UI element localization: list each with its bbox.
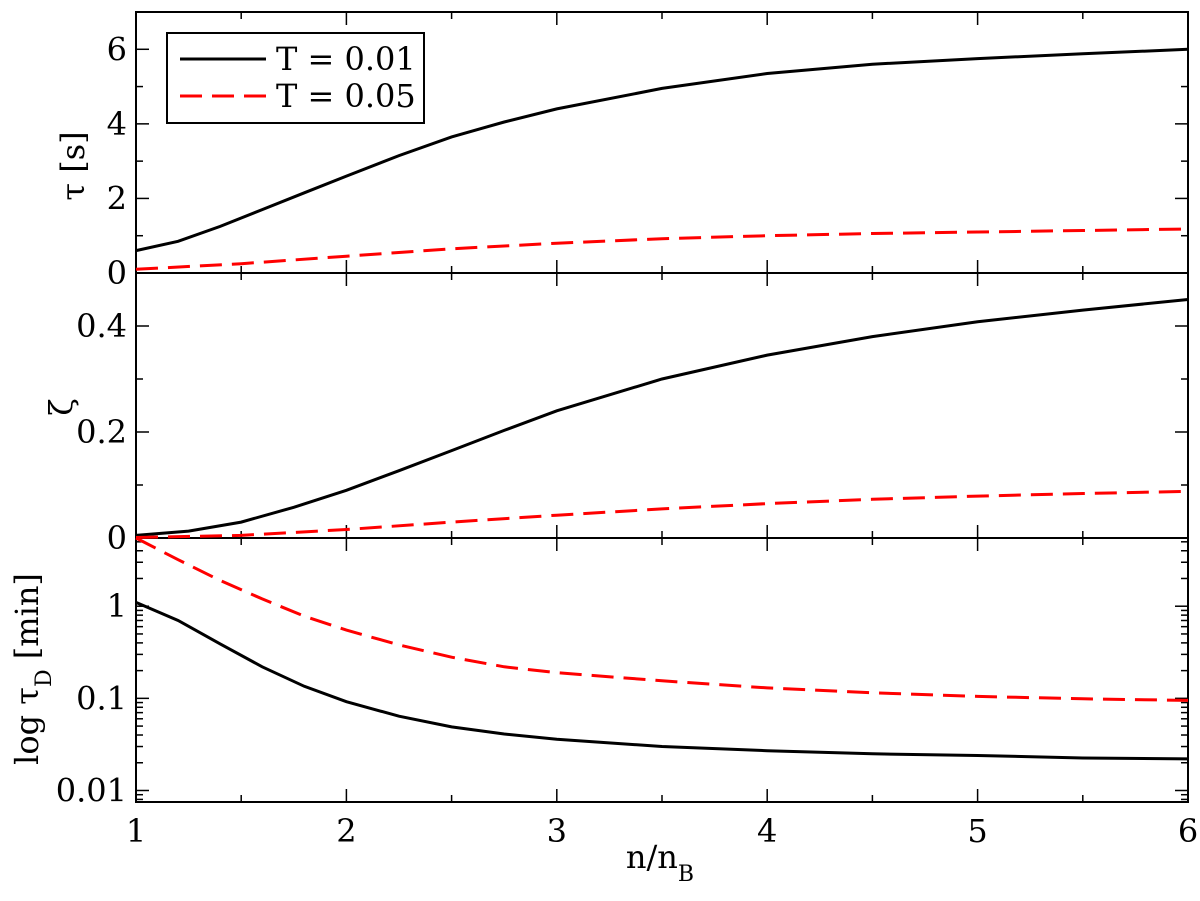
y-tick-label-tau: 4 [107, 105, 127, 143]
series-tauD-t005 [135, 536, 1189, 702]
panel-frame-tauD [135, 537, 1189, 803]
panel-frame-zeta [135, 272, 1189, 539]
x-tick-label: 1 [126, 812, 146, 850]
series-zeta-t001 [135, 298, 1189, 537]
ylabel-tau-d-unit: [min] [8, 573, 46, 669]
xlabel-main: n/n [626, 838, 678, 876]
x-tick-label: 6 [1178, 812, 1198, 850]
legend-label-t005: T = 0.05 [276, 77, 416, 115]
legend-label-t001: T = 0.01 [276, 40, 416, 78]
y-tick-label-tau: 2 [107, 179, 127, 217]
y-tick-label-tauD: 1 [107, 587, 127, 625]
series-tau-t001 [135, 47, 1189, 253]
y-tick-label-tau: 6 [107, 30, 127, 68]
y-tick-label-zeta: 0 [107, 519, 127, 557]
series-tau-t005 [135, 227, 1189, 271]
xlabel: n/nB [626, 838, 694, 887]
panel-frames [135, 11, 1189, 803]
ylabel-zeta: ζ [42, 398, 80, 415]
tick-labels: 0 2 4 6 0 0.2 0.4 0.01 0.1 1 1 2 3 4 5 6 [56, 30, 1198, 850]
series-tauD-t001 [135, 601, 1189, 761]
series-lines [135, 47, 1189, 761]
x-tick-label: 3 [547, 812, 567, 850]
y-tick-label-tau: 0 [107, 254, 127, 292]
x-tick-label: 2 [336, 812, 356, 850]
y-tick-label-zeta: 0.2 [76, 413, 127, 451]
ylabel-tau-d-main: log τ [8, 687, 46, 765]
axis-ticks [135, 11, 1189, 802]
y-tick-label-zeta: 0.4 [76, 307, 127, 345]
ylabel-tau-d: log τD [min] [8, 573, 57, 765]
ylabel-tau-d-sub: D [32, 669, 57, 687]
y-tick-label-tauD: 0.1 [76, 679, 127, 717]
x-tick-label: 5 [967, 812, 987, 850]
y-tick-label-tauD: 0.01 [56, 771, 127, 809]
ylabel-tau: τ [s] [54, 131, 92, 200]
legend: T = 0.01 T = 0.05 [166, 32, 425, 124]
legend-box [166, 32, 425, 124]
x-tick-label: 4 [757, 812, 777, 850]
series-zeta-t005 [135, 489, 1189, 539]
xlabel-sub: B [678, 862, 694, 887]
